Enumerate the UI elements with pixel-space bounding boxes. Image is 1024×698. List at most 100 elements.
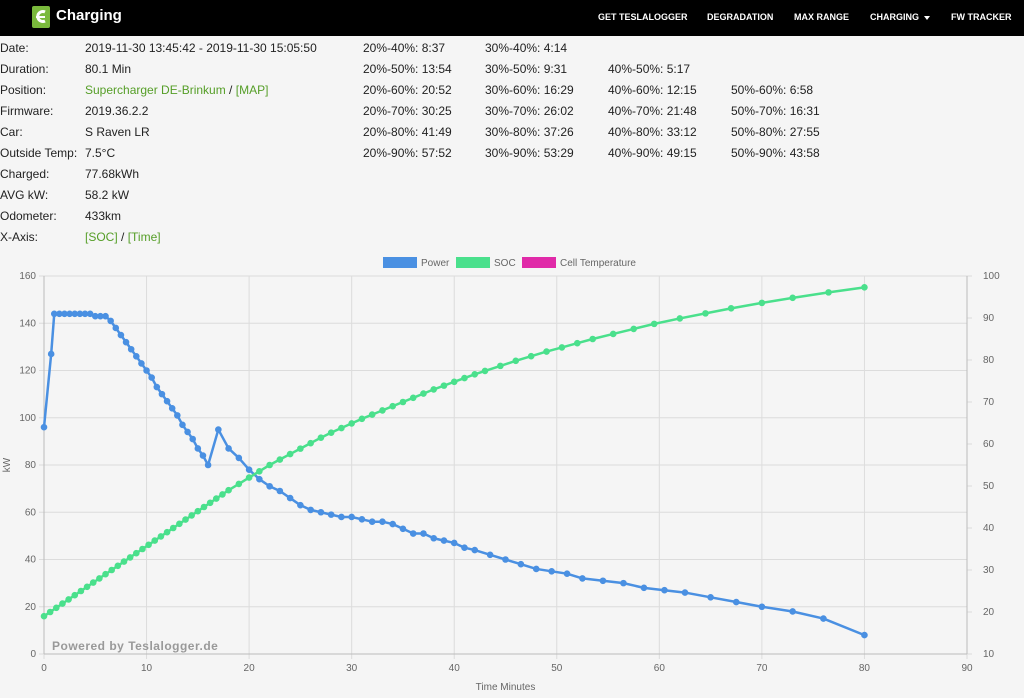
data-point — [758, 603, 766, 611]
legend-swatch — [383, 257, 417, 268]
nav-degradation[interactable]: DEGRADATION — [707, 12, 774, 22]
data-point — [266, 461, 273, 469]
legend-swatch — [522, 257, 556, 268]
info-label: X-Axis: — [0, 230, 39, 244]
y-left-tick-label: 0 — [30, 649, 36, 660]
data-point — [543, 348, 550, 355]
y-right-tick-label: 100 — [983, 271, 1000, 282]
data-point — [151, 537, 159, 544]
y-right-tick-label: 60 — [983, 439, 995, 450]
data-point — [558, 344, 566, 351]
x-tick-label: 80 — [859, 663, 871, 674]
data-point — [461, 544, 468, 551]
data-point — [138, 360, 145, 367]
info-value: 77.68kWh — [85, 167, 140, 181]
data-point — [861, 631, 868, 639]
x-tick-label: 40 — [449, 663, 461, 674]
data-point — [297, 445, 304, 452]
data-point — [40, 612, 48, 620]
duration-cell: 40%-60%: 12:15 — [608, 83, 697, 97]
data-point — [497, 362, 504, 370]
y-left-tick-label: 100 — [19, 413, 36, 424]
nav-get-teslalogger[interactable]: GET TESLALOGGER — [598, 12, 688, 22]
data-point — [861, 284, 868, 291]
duration-cell: 30%-40%: 4:14 — [485, 41, 568, 55]
data-point — [266, 482, 273, 490]
y-left-tick-label: 160 — [19, 271, 36, 282]
data-point — [430, 534, 438, 542]
data-point — [348, 513, 355, 521]
duration-cell: 20%-90%: 57:52 — [363, 146, 452, 160]
data-point — [789, 608, 796, 615]
data-point — [245, 474, 253, 481]
data-point — [188, 512, 195, 519]
separator: / — [225, 83, 236, 97]
data-point — [471, 370, 479, 378]
data-point — [358, 516, 366, 523]
data-point — [245, 466, 253, 474]
watermark: Powered by Teslalogger.de — [52, 639, 218, 653]
data-point — [820, 615, 827, 622]
data-point — [368, 411, 376, 418]
teslalogger-logo-icon[interactable] — [32, 6, 50, 28]
data-point — [40, 423, 48, 431]
data-point — [348, 420, 355, 427]
data-point — [825, 289, 832, 296]
duration-cell: 30%-50%: 9:31 — [485, 62, 568, 76]
data-point — [212, 495, 220, 502]
data-point — [358, 415, 366, 423]
data-point — [108, 566, 115, 574]
data-point — [276, 456, 284, 463]
data-point — [133, 353, 140, 360]
data-point — [102, 312, 109, 320]
data-point — [145, 541, 152, 549]
x-axis-switch: [SOC] / [Time] — [85, 230, 161, 244]
info-label: Odometer: — [0, 209, 57, 223]
map-link[interactable]: [MAP] — [235, 83, 269, 97]
data-point — [486, 551, 494, 559]
data-point — [46, 608, 54, 616]
y-right-tick-label: 90 — [983, 313, 995, 324]
data-point — [789, 294, 796, 302]
nav-charging-dropdown[interactable]: CHARGING — [870, 12, 930, 22]
data-point — [409, 530, 417, 537]
y-right-tick-label: 10 — [983, 649, 995, 660]
data-point — [727, 305, 735, 312]
info-label: AVG kW: — [0, 188, 49, 202]
data-point — [174, 412, 181, 419]
data-point — [157, 533, 165, 540]
y-left-tick-label: 60 — [25, 507, 37, 518]
duration-cell: 50%-90%: 43:58 — [731, 146, 820, 160]
legend-swatch — [456, 257, 490, 268]
info-value: 7.5°C — [85, 146, 116, 160]
data-point — [650, 320, 658, 328]
data-point — [317, 434, 325, 442]
data-point — [204, 461, 212, 469]
data-point — [256, 475, 263, 483]
x-axis-soc-link[interactable]: [SOC] — [85, 230, 118, 244]
data-point — [527, 352, 535, 360]
nav-max-range[interactable]: MAX RANGE — [794, 12, 850, 22]
data-point — [53, 604, 60, 612]
data-point — [368, 518, 376, 526]
position-link[interactable]: Supercharger DE-Brinkum — [85, 83, 226, 97]
data-point — [297, 501, 304, 509]
data-point — [169, 524, 177, 532]
data-point — [96, 575, 103, 582]
data-point — [59, 600, 66, 607]
x-tick-label: 70 — [756, 663, 768, 674]
x-tick-label: 10 — [141, 663, 153, 674]
nav-fw-tracker[interactable]: FW TRACKER — [951, 12, 1012, 22]
data-point — [702, 310, 709, 317]
data-point — [609, 330, 617, 338]
data-point — [389, 402, 396, 410]
duration-cell: 40%-80%: 33:12 — [608, 125, 697, 139]
x-tick-label: 50 — [551, 663, 563, 674]
x-axis-time-link[interactable]: [Time] — [127, 230, 161, 244]
info-value: 58.2 kW — [85, 188, 130, 202]
data-point — [206, 499, 214, 507]
data-point — [440, 382, 448, 389]
duration-cell: 50%-70%: 16:31 — [731, 104, 820, 118]
info-label: Firmware: — [0, 104, 54, 118]
data-point — [579, 575, 586, 582]
